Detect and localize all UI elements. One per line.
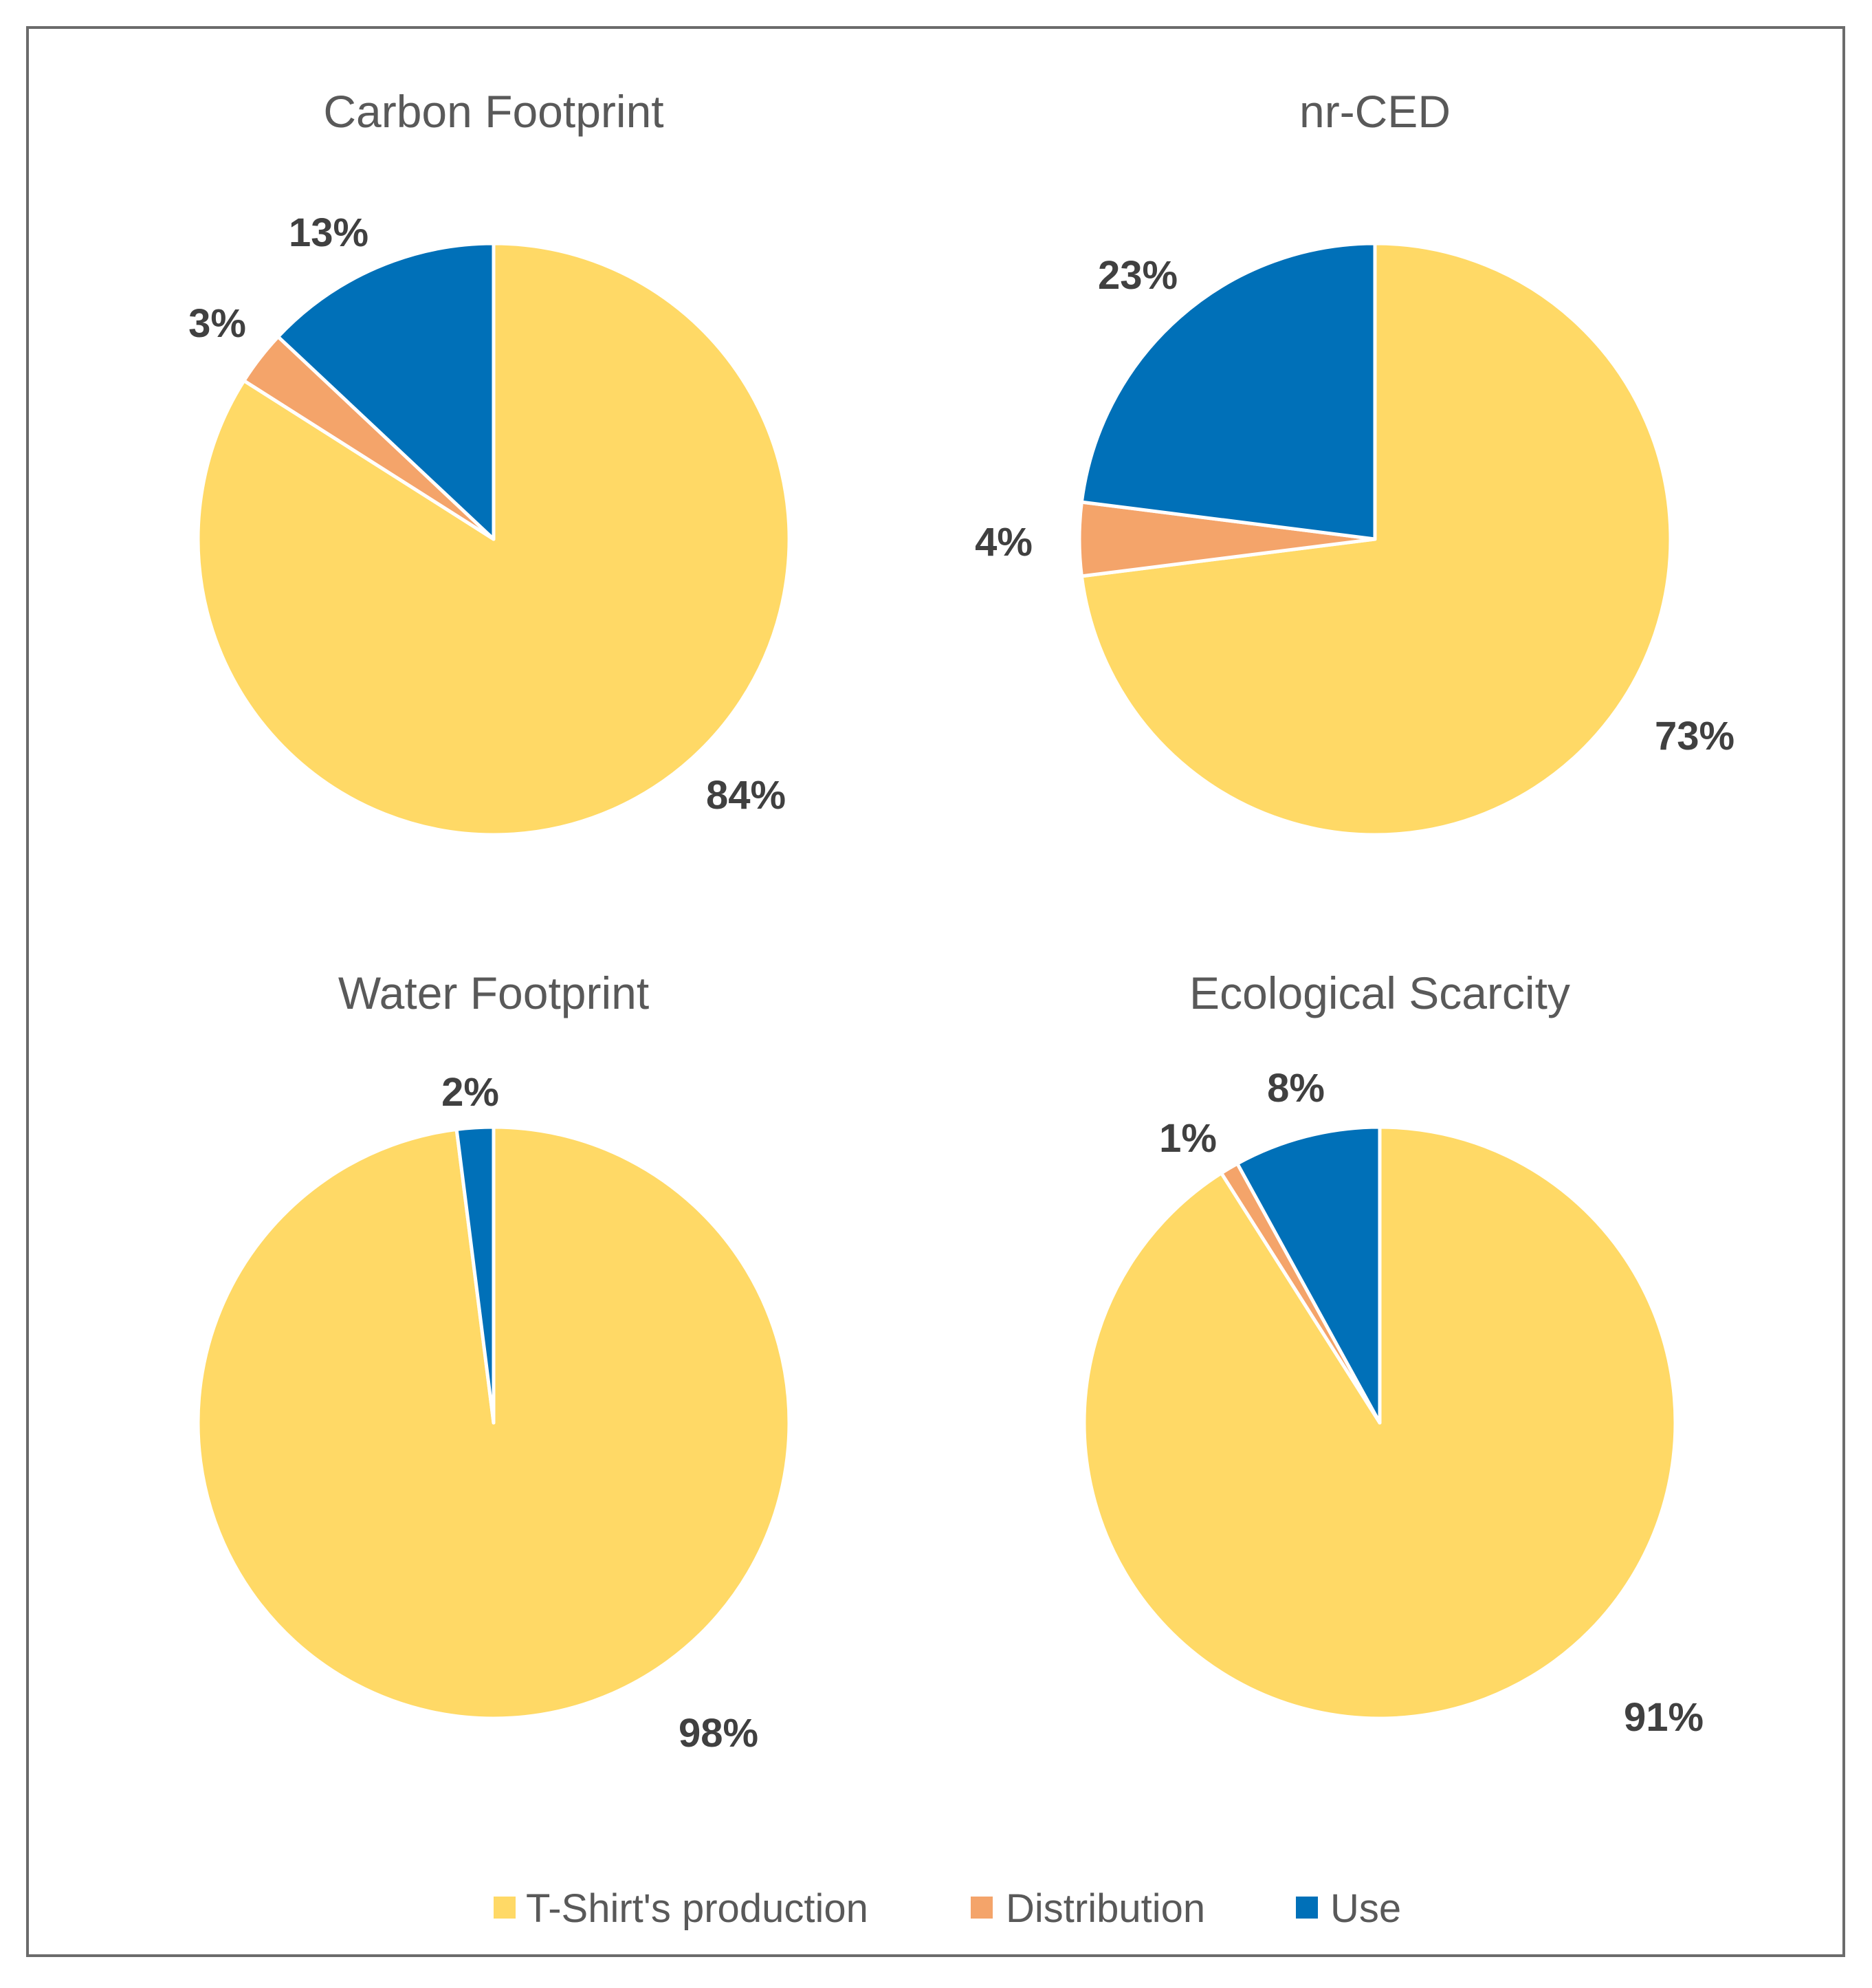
data-label-carbon-use: 13% <box>289 210 368 255</box>
legend-label-use: Use <box>1330 1886 1401 1931</box>
data-label-eco-distribution: 1% <box>1159 1116 1217 1161</box>
data-label-nrced-distribution: 4% <box>975 520 1033 565</box>
pie-carbon-footprint <box>196 241 791 837</box>
legend: T-Shirt's production Distribution Use <box>494 1886 1401 1931</box>
pie-nr-ced <box>1077 241 1673 837</box>
chart-title-nr-ced: nr-CED <box>1299 86 1451 137</box>
pie-ecological-scarcity <box>1082 1125 1677 1721</box>
legend-swatch-use <box>1296 1897 1318 1919</box>
data-label-eco-production: 91% <box>1624 1695 1704 1740</box>
data-label-water-production: 98% <box>679 1711 758 1756</box>
data-label-nrced-production: 73% <box>1655 714 1735 758</box>
legend-swatch-distribution <box>971 1897 993 1919</box>
data-label-water-use: 2% <box>441 1070 499 1115</box>
data-label-carbon-production: 84% <box>706 773 786 818</box>
chart-title-ecological-scarcity: Ecological Scarcity <box>1189 968 1570 1018</box>
pie-slice-production <box>196 241 791 837</box>
pie-slice-use <box>276 241 496 541</box>
pie-slice-use <box>1079 241 1377 541</box>
legend-swatch-production <box>494 1897 516 1919</box>
data-label-eco-use: 8% <box>1267 1066 1325 1111</box>
chart-title-water-footprint: Water Footprint <box>338 968 649 1018</box>
pie-slice-use <box>454 1125 496 1425</box>
legend-label-production: T-Shirt's production <box>526 1886 868 1931</box>
legend-label-distribution: Distribution <box>1006 1886 1205 1931</box>
data-label-nrced-use: 23% <box>1098 253 1178 298</box>
pie-slice-use <box>1235 1125 1382 1425</box>
pie-water-footprint <box>196 1125 791 1721</box>
data-label-carbon-distribution: 3% <box>188 301 246 346</box>
pie-slice-production <box>1082 1125 1677 1721</box>
chart-title-carbon-footprint: Carbon Footprint <box>323 86 663 137</box>
